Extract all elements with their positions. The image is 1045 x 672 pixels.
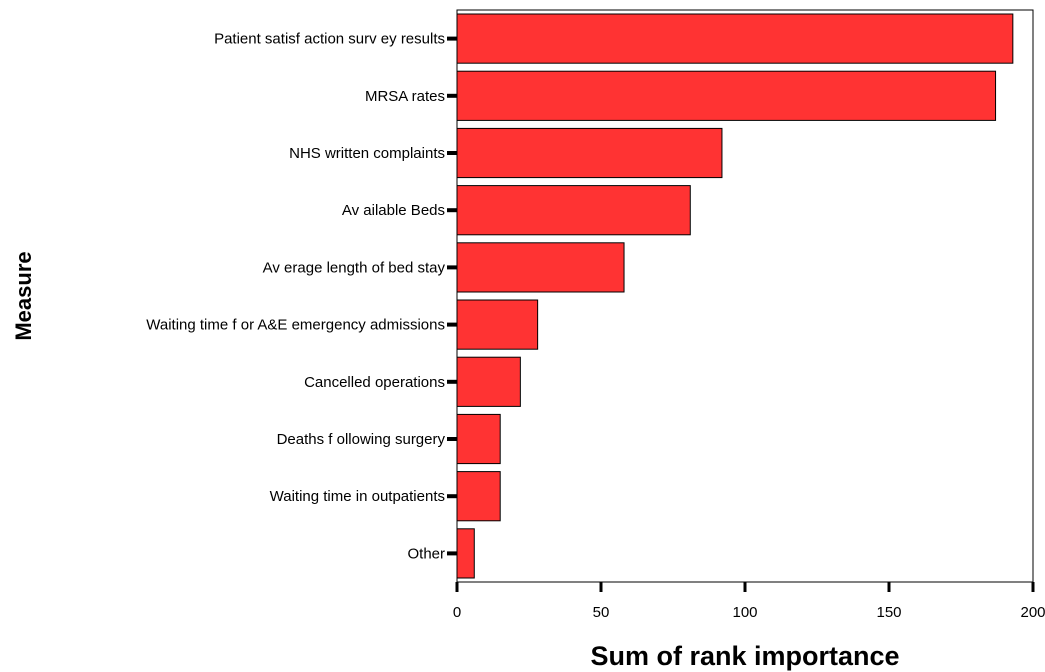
- x-tick-label-1: 50: [593, 604, 610, 621]
- x-axis: 0 50 100 150 200: [453, 582, 1045, 621]
- y-axis: Patient satisf action surv ey results MRS…: [146, 31, 457, 562]
- bar-2: [456, 127, 723, 179]
- bar-6: [456, 356, 521, 407]
- bar-1: [456, 70, 997, 121]
- y-tick-label-5: Waiting time f or A&E emergency admissio…: [146, 317, 445, 334]
- bar-0: [456, 13, 1014, 64]
- y-tick-label-7: Deaths f ollowing surgery: [277, 431, 446, 448]
- x-tick-label-2: 100: [732, 604, 757, 621]
- x-axis-title: Sum of rank importance: [590, 641, 899, 671]
- bar-7: [456, 413, 501, 465]
- bar-3: [456, 185, 691, 236]
- y-tick-label-1: MRSA rates: [365, 88, 445, 105]
- bars-layer: [456, 13, 1014, 579]
- bar-4: [456, 242, 625, 293]
- y-axis-title: Measure: [11, 251, 36, 340]
- x-tick-label-3: 150: [876, 604, 901, 621]
- y-tick-label-9: Other: [407, 545, 445, 562]
- y-tick-label-4: Av erage length of bed stay: [263, 259, 446, 276]
- bar-5: [456, 299, 539, 350]
- bar-8: [456, 471, 501, 522]
- x-tick-label-0: 0: [453, 604, 461, 621]
- y-tick-label-8: Waiting time in outpatients: [270, 488, 445, 505]
- y-tick-label-2: NHS written complaints: [289, 145, 445, 162]
- bar-9: [456, 528, 475, 579]
- y-tick-label-6: Cancelled operations: [304, 374, 445, 391]
- x-tick-label-4: 200: [1020, 604, 1045, 621]
- y-tick-label-3: Av ailable Beds: [342, 202, 445, 219]
- y-tick-label-0: Patient satisf action surv ey results: [214, 31, 445, 48]
